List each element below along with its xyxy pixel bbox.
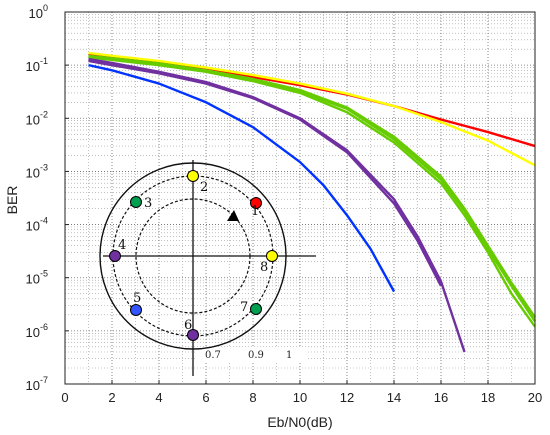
y-tick-exponent: -1 (40, 56, 48, 66)
series-group (88, 51, 537, 353)
x-tick-label: 8 (249, 390, 256, 405)
constellation-label-3: 3 (144, 196, 152, 211)
constellation-label-6: 6 (184, 318, 192, 333)
constellation-point-4 (109, 250, 121, 262)
y-tick-exponent: -2 (40, 109, 48, 119)
constellation-label-2: 2 (200, 180, 208, 195)
x-tick-label: 4 (155, 390, 162, 405)
series-line-5 (88, 54, 536, 318)
constellation-label-4: 4 (118, 238, 126, 253)
constellation-label-1: 1 (251, 204, 259, 219)
x-axis-label: Eb/N0(dB) (267, 414, 332, 430)
series-line-2 (88, 51, 536, 167)
y-axis-label: BER (4, 186, 20, 215)
constellation-point-2 (187, 170, 199, 182)
y-tick-exponent: -4 (40, 216, 48, 226)
constellation-point-5 (130, 304, 142, 316)
x-tick-label: 20 (528, 390, 542, 405)
y-tick-exponent: -3 (40, 162, 48, 172)
x-tick-label: 6 (202, 390, 209, 405)
constellation-inset: 1 2 3 4 5 6 7 8 0.7 0.9 1 (99, 160, 316, 376)
y-tick-exponent: -7 (40, 375, 48, 385)
radius-label: 1 (286, 350, 292, 361)
radius-label: 0.9 (248, 350, 264, 361)
constellation-label-7: 7 (240, 300, 248, 315)
radius-label-backdrop (196, 347, 308, 361)
inner-circle (135, 198, 251, 314)
x-tick-label: 2 (108, 390, 115, 405)
constellation-label-8: 8 (260, 260, 268, 275)
constellation-point-6 (187, 329, 199, 341)
constellation-point-3 (130, 196, 142, 208)
y-tick-exponent: -6 (40, 322, 48, 332)
x-tick-label: 10 (293, 390, 307, 405)
y-tick-exponent: 0 (43, 3, 48, 13)
series-line-8 (88, 63, 396, 293)
series-line-7 (88, 59, 443, 287)
x-tick-label: 16 (434, 390, 448, 405)
x-tick-labels: 0 2 4 6 8 10 12 14 16 18 20 (61, 380, 542, 405)
constellation-point-8 (266, 250, 278, 262)
constellation-point-1 (250, 197, 262, 209)
y-tick-exponent: -5 (40, 269, 48, 279)
x-tick-label: 0 (61, 390, 68, 405)
x-tick-label: 12 (340, 390, 354, 405)
x-tick-label: 18 (481, 390, 495, 405)
radius-label: 0.7 (205, 350, 221, 361)
outer-circle (99, 162, 287, 350)
constellation-point-7 (250, 303, 262, 315)
x-tick-label: 14 (387, 390, 401, 405)
constellation-label-5: 5 (133, 291, 141, 306)
direction-arrow-icon (227, 210, 239, 221)
